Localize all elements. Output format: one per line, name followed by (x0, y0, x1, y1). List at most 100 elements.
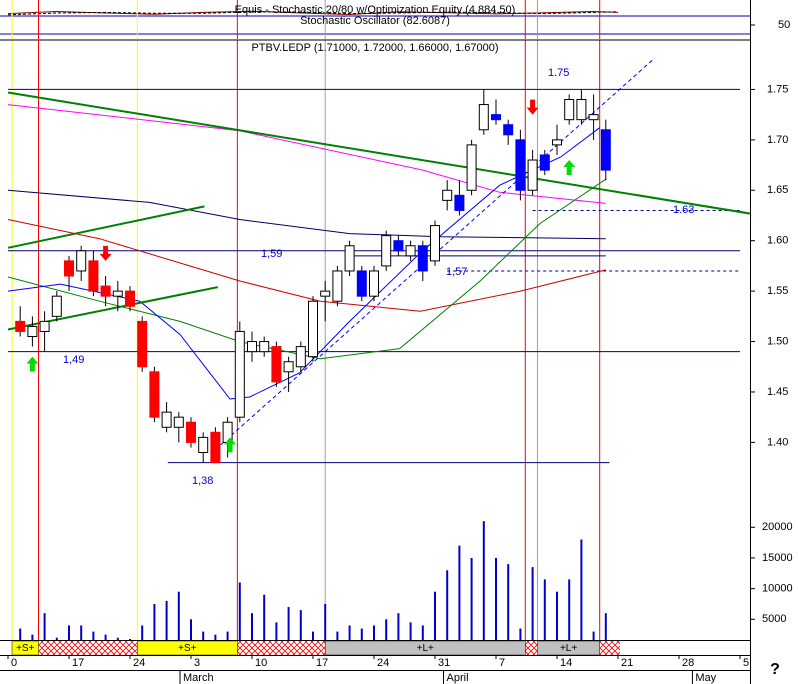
candle-body (515, 139, 526, 191)
signal-arrow (99, 245, 112, 261)
y-tick-label: 50 (778, 19, 790, 31)
candle-body (234, 330, 245, 418)
candle-body (27, 325, 38, 338)
candle-body (576, 99, 587, 121)
month-label: March (183, 672, 214, 684)
y-tick-label: 20000 (762, 521, 793, 533)
candle-body (417, 245, 428, 272)
candle-body (173, 416, 184, 428)
price-panel: 1.75 1,49 1,38 1,59 1,57 1.63 (7, 40, 750, 640)
month-label: April (447, 672, 469, 684)
x-tick-label: 21 (621, 657, 633, 669)
signal-arrow (26, 356, 39, 372)
candle-body (125, 290, 135, 307)
candle-body (283, 361, 294, 373)
level-label: 1.75 (548, 67, 569, 79)
candle-body (39, 320, 50, 332)
candle-body (259, 341, 270, 353)
candle-body (210, 431, 221, 464)
x-tick-label: 24 (133, 657, 145, 669)
candle-body (454, 194, 465, 211)
signal-arrow (563, 160, 576, 176)
candle-body (344, 245, 355, 272)
candle-body (539, 154, 550, 171)
candle-body (600, 129, 611, 171)
chart-subtitle: Stochastic Oscillator (82.6087) (300, 15, 450, 27)
y-tick-label: 1.55 (767, 285, 788, 297)
moving-average (7, 219, 606, 312)
candle-body (491, 114, 501, 121)
candle-body (503, 124, 514, 136)
candle-body (198, 436, 209, 453)
signal-label: +L+ (417, 643, 434, 654)
candle-body (381, 235, 392, 267)
candle-body (442, 189, 453, 201)
level-label: 1,57 (446, 266, 467, 278)
signal-arrow (224, 437, 237, 453)
x-tick-label: 24 (377, 657, 389, 669)
y-tick-label: 5000 (762, 613, 786, 625)
candle-body (161, 411, 172, 428)
level-label: 1,59 (261, 248, 282, 260)
signal-label: +S+ (16, 643, 35, 654)
candle-body (88, 260, 99, 292)
candle-body (100, 285, 111, 297)
x-tick-label: 7 (499, 657, 505, 669)
axes: 50 1.75 1.70 1.65 1.60 1.55 1.50 1.45 1.40 0 17 24 3… (7, 19, 793, 684)
signal-label: +L+ (560, 643, 577, 654)
stochastic-panel (0, 0, 750, 39)
x-tick-label: 31 (438, 657, 450, 669)
x-tick-label: 28 (682, 657, 694, 669)
candle-body (588, 114, 599, 121)
x-tick-label: 17 (316, 657, 328, 669)
x-tick-label: 5 (743, 657, 749, 669)
candle-body (552, 139, 562, 146)
price-title: PTBV.LEDP (1.71000, 1.72000, 1.66000, 1.… (251, 42, 498, 54)
moving-average (7, 189, 606, 240)
x-tick-label: 3 (194, 657, 200, 669)
candle-body (527, 159, 538, 191)
candle-body (430, 225, 440, 262)
signal-label: +S+ (178, 643, 197, 654)
candle-body (64, 260, 74, 277)
help-button[interactable]: ? (770, 661, 780, 678)
candle-body (393, 240, 404, 252)
candle-body (308, 300, 318, 358)
level-label: 1,49 (63, 354, 84, 366)
candle-body (112, 290, 123, 297)
candle-body (295, 346, 306, 368)
candle-body (247, 341, 257, 353)
trend-line (7, 91, 750, 215)
candle-body (478, 104, 489, 131)
x-tick-label: 10 (255, 657, 267, 669)
y-tick-label: 10000 (762, 583, 793, 595)
candle-body (564, 99, 575, 121)
candle-body (332, 270, 343, 302)
y-tick-label: 1.45 (767, 386, 788, 398)
x-tick-label: 17 (72, 657, 84, 669)
x-tick-label: 0 (11, 657, 17, 669)
candle-body (137, 320, 148, 368)
moving-average (7, 178, 607, 360)
candle-body (149, 371, 160, 418)
candle-body (356, 270, 367, 297)
signal-row: +S+ +S+ +L+ +L+ (11, 640, 600, 656)
y-tick-label: 1.70 (767, 134, 788, 146)
candle-body (369, 270, 379, 297)
level-label: 1.63 (673, 204, 694, 216)
y-tick-label: 1.50 (767, 335, 788, 347)
chart-title: Equis - Stochastic 20/80 w/Optimization … (235, 4, 516, 16)
month-label: May (695, 672, 716, 684)
x-tick-label: 14 (560, 657, 572, 669)
candle-body (466, 144, 477, 191)
y-tick-label: 1.60 (767, 235, 788, 247)
candle-body (271, 346, 282, 383)
y-tick-label: 1.40 (767, 436, 788, 448)
candle-body (186, 421, 196, 443)
candle-body (15, 320, 26, 332)
moving-average (7, 104, 606, 204)
level-label: 1,38 (192, 475, 213, 487)
y-tick-label: 1.65 (767, 184, 788, 196)
